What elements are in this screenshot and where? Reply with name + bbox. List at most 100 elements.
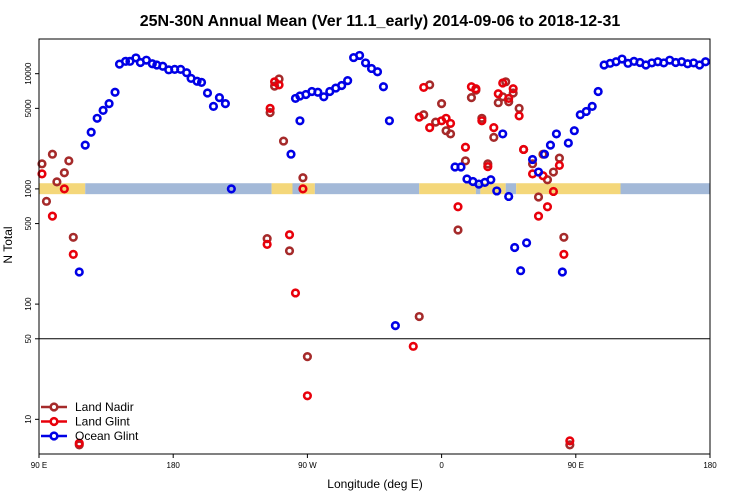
data-point xyxy=(68,232,78,242)
data-point xyxy=(262,239,272,249)
plot-frame xyxy=(38,38,711,455)
data-point xyxy=(456,162,466,172)
data-point xyxy=(445,118,456,129)
data-point xyxy=(554,160,564,170)
data-point xyxy=(493,89,503,99)
data-point xyxy=(98,105,108,116)
legend-marker xyxy=(49,431,59,441)
chart-title: 25N-30N Annual Mean (Ver 11.1_early) 201… xyxy=(140,13,621,30)
data-point xyxy=(41,196,52,206)
band-segment-ocean xyxy=(292,183,300,195)
data-point xyxy=(284,230,295,240)
data-point xyxy=(700,57,711,67)
data-point xyxy=(557,267,567,277)
band-segment-ocean xyxy=(475,183,481,195)
data-point xyxy=(37,159,47,169)
data-point xyxy=(354,50,365,61)
y-tick-label: 5000 xyxy=(24,99,33,117)
data-point xyxy=(527,154,538,165)
data-point xyxy=(47,149,58,159)
data-point xyxy=(514,103,524,113)
data-point xyxy=(226,184,236,194)
data-point xyxy=(286,149,296,159)
data-point xyxy=(182,68,192,78)
data-point xyxy=(510,242,520,253)
data-point xyxy=(74,438,84,448)
data-point xyxy=(563,138,573,148)
legend-label: Land Nadir xyxy=(75,400,134,414)
data-point xyxy=(551,129,562,139)
data-point xyxy=(220,98,230,109)
data-point xyxy=(483,162,493,172)
data-point xyxy=(104,98,114,109)
data-point xyxy=(498,78,508,88)
data-point xyxy=(92,113,102,123)
data-point xyxy=(565,436,575,446)
data-point xyxy=(533,167,544,177)
data-point xyxy=(508,88,518,98)
data-point xyxy=(59,168,69,178)
data-point xyxy=(441,113,451,123)
data-point xyxy=(202,88,213,98)
data-point xyxy=(47,211,58,221)
data-point xyxy=(519,144,529,155)
data-point xyxy=(559,249,569,260)
data-point xyxy=(533,211,544,221)
data-point xyxy=(337,80,347,91)
band-segment-land xyxy=(516,183,621,195)
y-tick-label: 500 xyxy=(24,216,33,230)
data-point xyxy=(489,123,499,133)
data-point xyxy=(559,232,569,242)
band-segment-ocean xyxy=(314,183,420,195)
data-point xyxy=(554,153,564,163)
y-axis-label: N Total xyxy=(1,226,15,263)
data-point xyxy=(298,184,308,194)
x-axis-label: Longitude (deg E) xyxy=(327,477,422,491)
data-point xyxy=(343,76,353,86)
data-point xyxy=(313,87,323,97)
band-segment-ocean xyxy=(85,183,272,195)
data-point xyxy=(527,159,538,169)
data-point xyxy=(408,341,418,351)
data-point xyxy=(542,202,553,212)
data-point xyxy=(59,184,69,194)
data-point xyxy=(453,202,463,212)
data-point xyxy=(74,267,84,277)
data-point xyxy=(514,111,524,121)
data-point xyxy=(504,97,514,107)
y-tick-label: 1000 xyxy=(24,179,33,197)
legend-marker xyxy=(49,402,59,412)
data-point xyxy=(110,87,120,97)
data-point xyxy=(295,116,305,126)
data-point xyxy=(425,123,435,133)
data-point xyxy=(414,112,424,122)
data-point xyxy=(504,93,514,104)
data-point xyxy=(196,77,207,88)
y-tick-label: 10000 xyxy=(24,62,33,85)
data-point xyxy=(302,391,313,401)
data-point xyxy=(290,288,301,298)
data-point xyxy=(274,80,284,90)
data-point xyxy=(587,101,597,112)
y-axis: 10 50 100 500 1000 5000 10000 xyxy=(24,62,39,424)
data-point xyxy=(548,186,559,197)
data-point xyxy=(302,352,313,362)
data-point xyxy=(319,92,329,102)
data-point xyxy=(278,136,289,146)
data-point xyxy=(504,191,514,202)
data-point xyxy=(419,82,429,93)
band-segment-ocean xyxy=(620,183,710,195)
data-point xyxy=(565,440,575,450)
legend-marker xyxy=(49,416,59,427)
data-point xyxy=(493,98,503,108)
data-point xyxy=(360,58,371,68)
data-point xyxy=(52,177,62,187)
y-tick-label: 50 xyxy=(24,334,33,343)
data-point xyxy=(80,140,90,150)
data-point xyxy=(120,56,131,66)
data-point xyxy=(593,86,603,97)
data-point xyxy=(37,169,47,179)
data-point xyxy=(68,249,78,260)
